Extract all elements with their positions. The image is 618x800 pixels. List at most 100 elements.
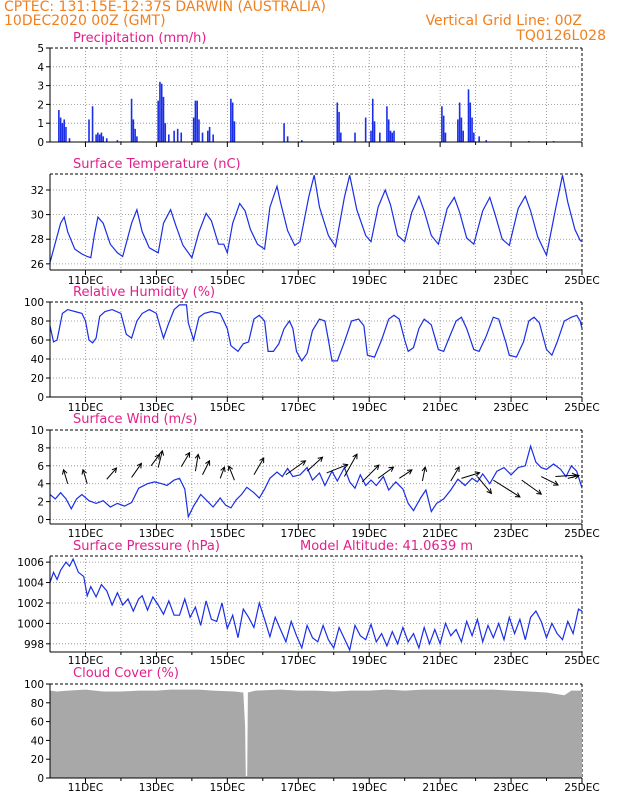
precip-bar xyxy=(364,117,367,142)
precip-bar xyxy=(116,140,119,142)
precip-bar xyxy=(370,130,372,142)
precip-bar xyxy=(102,136,104,142)
chart-header: CPTEC: 131:15E-12:37S DARWIN (AUSTRALIA)… xyxy=(0,0,618,48)
x-tick-label: 11DEC xyxy=(68,528,103,540)
precip-bar xyxy=(164,123,167,142)
x-tick-label: 25DEC xyxy=(564,655,599,667)
y-tick-label: 100 xyxy=(24,297,44,309)
wind-arrow-shaft xyxy=(461,472,480,479)
x-tick-label: 15DEC xyxy=(210,528,245,540)
y-tick-label: 0 xyxy=(37,773,44,785)
wind-arrow-shaft xyxy=(399,469,413,479)
panel-title: Precipitation (mm/h) xyxy=(73,31,206,46)
precip-bar xyxy=(441,106,443,142)
precip-bar xyxy=(338,111,340,142)
series-line xyxy=(49,444,583,519)
y-tick-label: 6 xyxy=(37,461,44,473)
x-tick-label: 19DEC xyxy=(351,782,386,794)
x-tick-label: 23DEC xyxy=(493,402,528,414)
precip-bar xyxy=(194,100,197,142)
precip-bar xyxy=(283,123,285,142)
x-tick-label: 11DEC xyxy=(68,782,103,794)
x-tick-label: 19DEC xyxy=(351,275,386,287)
precip-bar xyxy=(391,132,394,142)
precip-bar xyxy=(100,132,103,142)
y-tick-label: 20 xyxy=(31,754,44,766)
series-line xyxy=(49,304,583,363)
wind-arrow-shaft xyxy=(343,453,358,477)
x-tick-label: 15DEC xyxy=(210,655,245,667)
wind-arrow-shaft xyxy=(228,465,235,481)
precip-bar xyxy=(180,132,183,142)
wind-arrow-head xyxy=(205,459,211,466)
header-location: CPTEC: 131:15E-12:37S DARWIN (AUSTRALIA) xyxy=(4,0,326,15)
precip-bar xyxy=(136,136,138,142)
y-tick-label: 0 xyxy=(37,515,44,527)
wind-arrow-head xyxy=(536,489,543,495)
precip-bar xyxy=(208,126,211,142)
precip-bar xyxy=(192,117,195,142)
precip-bar xyxy=(61,123,64,142)
precip-bar xyxy=(442,115,445,142)
y-tick-label: 1006 xyxy=(17,557,44,569)
wind-arrow-head xyxy=(259,457,265,464)
precip-bar xyxy=(91,106,94,142)
wind-arrow-shaft xyxy=(521,479,542,495)
wind-arrow-shaft xyxy=(493,479,521,498)
precip-bar xyxy=(469,102,472,142)
y-tick-label: 30 xyxy=(31,210,44,222)
x-tick-label: 21DEC xyxy=(422,275,457,287)
wind-arrow-shaft xyxy=(253,457,265,476)
panel-title: Relative Humidity (%) xyxy=(73,285,215,300)
precip-bar xyxy=(393,130,395,142)
y-tick-label: 998 xyxy=(24,639,44,651)
y-tick-label: 10 xyxy=(31,425,44,437)
x-tick-label: 19DEC xyxy=(351,655,386,667)
x-tick-label: 19DEC xyxy=(351,402,386,414)
x-tick-label: 19DEC xyxy=(351,528,386,540)
x-tick-label: 13DEC xyxy=(139,528,174,540)
y-tick-label: 2 xyxy=(37,497,44,509)
precip-bar xyxy=(134,128,136,142)
wind-arrow-shaft xyxy=(421,466,426,482)
y-tick-label: 1000 xyxy=(17,618,44,630)
header-model-id: TQ0126L028 xyxy=(516,28,606,44)
cloud-cover-area xyxy=(50,689,582,778)
wind-arrow-head xyxy=(81,468,87,475)
x-tick-label: 13DEC xyxy=(139,782,174,794)
precip-bar xyxy=(485,140,488,142)
wind-arrow-shaft xyxy=(540,476,559,486)
precip-bar xyxy=(233,121,236,142)
wind-arrow-shaft xyxy=(285,460,306,476)
y-tick-label: 80 xyxy=(31,698,44,710)
y-tick-label: 40 xyxy=(31,735,44,747)
precip-bar xyxy=(59,117,62,142)
y-tick-label: 32 xyxy=(31,185,44,197)
y-tick-label: 3 xyxy=(37,81,44,93)
x-tick-label: 13DEC xyxy=(139,275,174,287)
x-tick-label: 17DEC xyxy=(281,528,316,540)
precip-bar xyxy=(95,134,97,142)
x-tick-label: 15DEC xyxy=(210,782,245,794)
x-tick-label: 25DEC xyxy=(564,528,599,540)
precip-bar xyxy=(97,132,99,142)
panel-title: Surface Temperature (nC) xyxy=(73,157,241,172)
x-tick-label: 13DEC xyxy=(139,402,174,414)
wind-arrow-head xyxy=(342,463,349,469)
precip-bar xyxy=(130,98,133,142)
precip-bar xyxy=(301,140,303,142)
precip-bar xyxy=(162,96,165,142)
x-tick-label: 17DEC xyxy=(281,402,316,414)
x-tick-label: 21DEC xyxy=(422,528,457,540)
wind-arrow-shaft xyxy=(377,466,394,479)
wind-arrow-shaft xyxy=(106,467,117,480)
x-tick-label: 23DEC xyxy=(493,275,528,287)
wind-arrow-shaft xyxy=(180,452,191,467)
precip-bar xyxy=(373,121,376,142)
precip-bar xyxy=(467,89,470,142)
precip-bar xyxy=(471,117,473,142)
precip-bar xyxy=(63,119,65,142)
wind-arrow-head xyxy=(62,468,68,475)
wind-arrow-shaft xyxy=(450,466,460,482)
